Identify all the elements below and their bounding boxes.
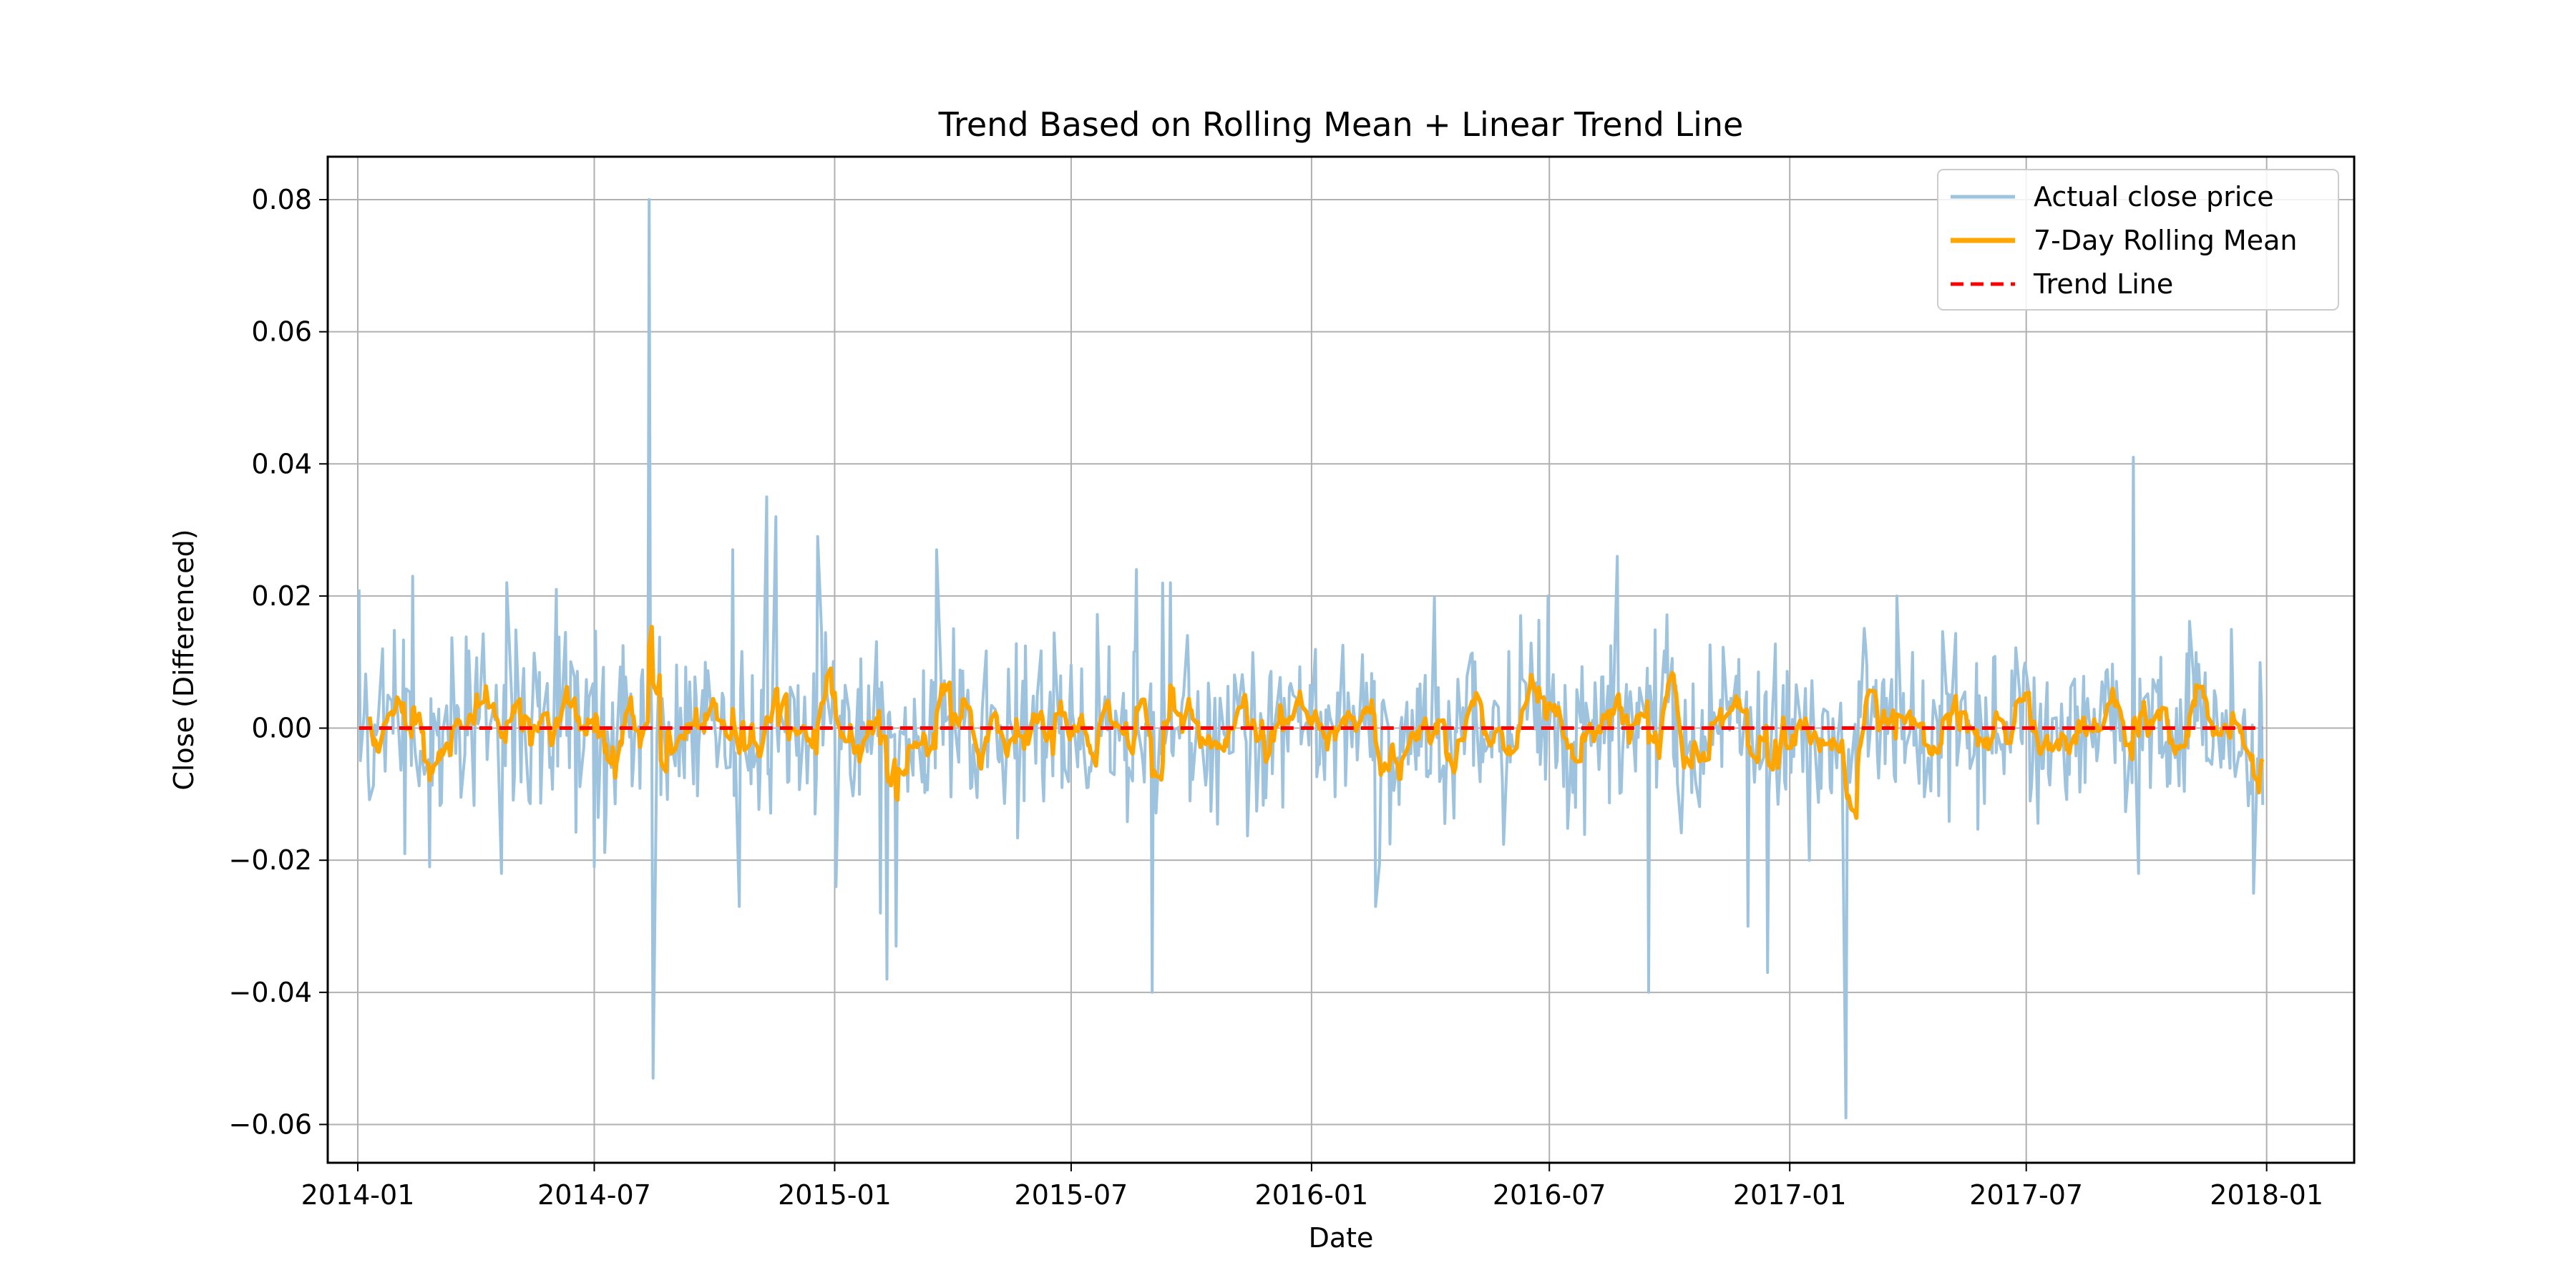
actual-close-price-line bbox=[357, 198, 2265, 1120]
x-tick-label: 2016-01 bbox=[1255, 1179, 1369, 1211]
plot-frame bbox=[326, 155, 2356, 1164]
series-actual-close-price bbox=[357, 198, 2265, 1120]
x-tick-label: 2017-07 bbox=[1969, 1179, 2083, 1211]
x-tick-label: 2016-07 bbox=[1493, 1179, 1606, 1211]
x-axis-ticks: 2014-01 2014-07 2015-01 2015-07 2016-01 2016-… bbox=[301, 1163, 2323, 1211]
y-tick-label: −0.06 bbox=[229, 1108, 312, 1140]
x-tick-label: 2014-07 bbox=[537, 1179, 651, 1211]
y-tick-label: 0.02 bbox=[251, 580, 312, 612]
plot-series bbox=[357, 198, 2265, 1120]
x-tick-label: 2018-01 bbox=[2210, 1179, 2323, 1211]
y-tick-label: 0.00 bbox=[251, 713, 312, 744]
y-tick-label: 0.06 bbox=[251, 316, 312, 348]
y-axis-ticks: 0.08 0.06 0.04 0.02 0.00 −0.02 −0.04 −0.06 bbox=[229, 184, 328, 1140]
y-tick-label: −0.04 bbox=[229, 977, 312, 1008]
chart-title: Trend Based on Rolling Mean + Linear Tre… bbox=[938, 105, 1744, 144]
y-tick-label: −0.02 bbox=[229, 844, 312, 876]
legend-label: Actual close price bbox=[2034, 181, 2274, 213]
legend-label: 7-Day Rolling Mean bbox=[2034, 225, 2297, 256]
x-tick-label: 2017-01 bbox=[1733, 1179, 1847, 1211]
x-tick-label: 2014-01 bbox=[301, 1179, 415, 1211]
y-tick-label: 0.08 bbox=[251, 184, 312, 215]
legend-box bbox=[1937, 169, 2339, 311]
y-axis-label: Close (Differenced) bbox=[168, 529, 200, 790]
legend: Actual close price 7-Day Rolling Mean Tren… bbox=[1937, 169, 2339, 311]
x-tick-label: 2015-07 bbox=[1015, 1179, 1128, 1211]
legend-label: Trend Line bbox=[2033, 268, 2173, 300]
x-axis-label: Date bbox=[1309, 1222, 1374, 1254]
x-tick-label: 2015-01 bbox=[778, 1179, 892, 1211]
y-tick-label: 0.04 bbox=[251, 448, 312, 479]
